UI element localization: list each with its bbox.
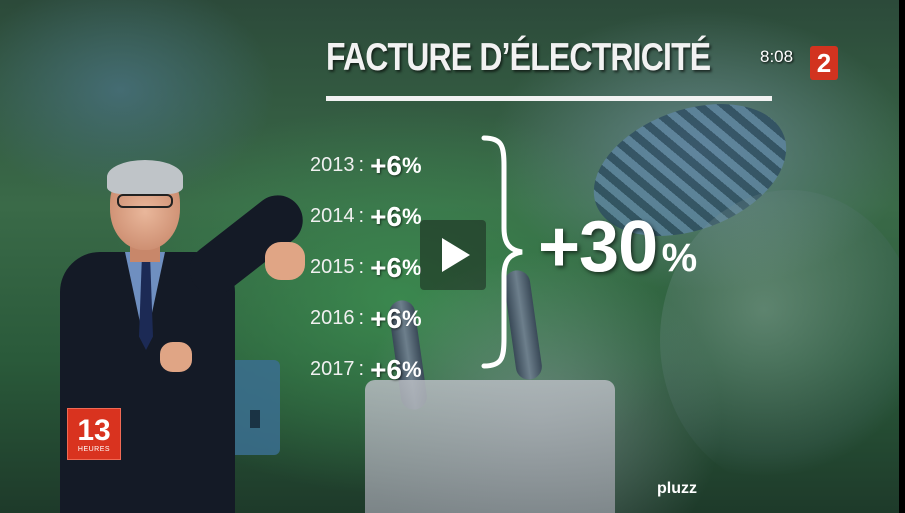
plug-body-background bbox=[365, 380, 615, 513]
row-separator: : bbox=[358, 154, 365, 176]
socket-hole bbox=[250, 410, 260, 428]
presenter-tie bbox=[139, 260, 153, 350]
row-unit: % bbox=[402, 254, 422, 280]
row-year: 2014 bbox=[310, 205, 355, 227]
increase-row: 2013 : +6 % bbox=[310, 140, 480, 191]
player-brand-logo: pluzz bbox=[657, 480, 697, 497]
total-unit: % bbox=[661, 236, 698, 280]
curly-brace bbox=[481, 135, 523, 369]
title-underline bbox=[326, 96, 772, 101]
presenter-glasses bbox=[117, 194, 173, 208]
yearly-increase-list: 2013 : +6 % 2014 : +6 % 2015 : +6 % 2016… bbox=[310, 140, 480, 395]
program-label: HEURES bbox=[77, 445, 111, 453]
row-value: +6 bbox=[370, 353, 402, 385]
play-icon[interactable] bbox=[420, 220, 486, 290]
row-year: 2013 bbox=[310, 154, 355, 176]
bulb-glass-background bbox=[660, 190, 905, 490]
row-separator: : bbox=[358, 307, 365, 329]
total-value: +30 bbox=[538, 207, 658, 287]
increase-row: 2015 : +6 % bbox=[310, 242, 480, 293]
presenter bbox=[55, 160, 325, 513]
row-value: +6 bbox=[370, 200, 402, 232]
row-value: +6 bbox=[370, 149, 402, 181]
row-separator: : bbox=[358, 358, 365, 380]
graphic-title: FACTURE D’ÉLECTRICITÉ bbox=[326, 36, 711, 79]
increase-row: 2016 : +6 % bbox=[310, 293, 480, 344]
broadcast-clock: 8:08 bbox=[760, 47, 794, 66]
increase-row: 2014 : +6 % bbox=[310, 191, 480, 242]
row-value: +6 bbox=[370, 251, 402, 283]
program-badge: 13 HEURES bbox=[67, 408, 121, 460]
program-number: 13 bbox=[77, 413, 111, 447]
row-value: +6 bbox=[370, 302, 402, 334]
row-year: 2017 bbox=[310, 358, 355, 380]
row-unit: % bbox=[402, 305, 422, 331]
presenter-hair bbox=[107, 160, 183, 194]
row-unit: % bbox=[402, 152, 422, 178]
row-unit: % bbox=[402, 356, 422, 382]
row-year: 2015 bbox=[310, 256, 355, 278]
row-separator: : bbox=[358, 256, 365, 278]
row-separator: : bbox=[358, 205, 365, 227]
presenter-hand bbox=[265, 242, 305, 280]
increase-row: 2017 : +6 % bbox=[310, 344, 480, 395]
presenter-hand bbox=[160, 342, 192, 372]
frame-edge bbox=[899, 0, 905, 513]
total-increase: +30 % bbox=[538, 206, 697, 288]
row-year: 2016 bbox=[310, 307, 355, 329]
row-unit: % bbox=[402, 203, 422, 229]
channel-logo: 2 bbox=[810, 46, 838, 80]
